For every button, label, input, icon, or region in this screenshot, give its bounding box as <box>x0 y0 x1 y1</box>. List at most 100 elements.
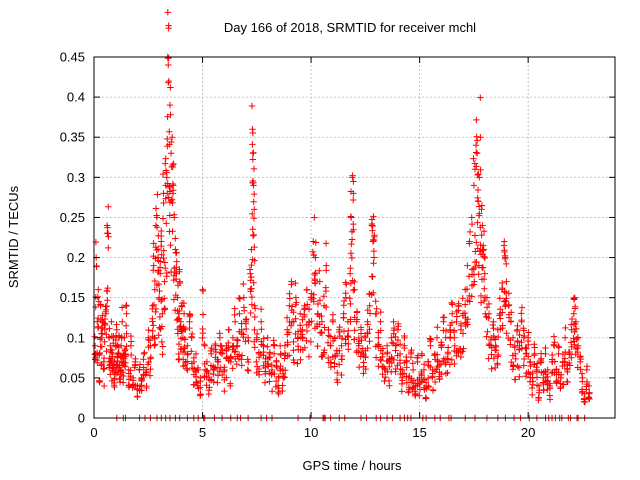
data-point <box>109 365 116 372</box>
data-point <box>388 339 396 346</box>
y-tick-label: 0.2 <box>67 250 85 265</box>
data-point <box>163 273 170 280</box>
data-point <box>471 166 479 173</box>
data-point <box>136 361 144 368</box>
data-point <box>101 321 109 329</box>
data-point <box>316 297 324 304</box>
data-point <box>520 362 527 369</box>
data-point <box>248 261 255 269</box>
data-point <box>231 305 238 312</box>
data-point <box>236 310 243 317</box>
data-point <box>338 335 346 342</box>
data-point <box>483 294 491 301</box>
data-point <box>518 339 525 346</box>
data-point <box>484 328 491 335</box>
data-point <box>385 377 393 385</box>
data-point <box>94 314 102 322</box>
data-point <box>528 384 536 392</box>
data-point <box>311 214 318 221</box>
data-point <box>351 327 358 334</box>
data-point <box>379 345 387 352</box>
data-point <box>377 357 385 364</box>
data-point <box>156 287 163 295</box>
data-point <box>151 342 158 349</box>
data-point <box>345 346 352 353</box>
data-point <box>122 359 129 367</box>
data-point <box>216 330 223 337</box>
data-point <box>571 303 579 310</box>
data-point <box>360 370 367 377</box>
data-point <box>409 366 417 374</box>
data-point <box>253 358 260 366</box>
data-point <box>155 280 163 288</box>
data-point <box>583 362 591 370</box>
data-point <box>247 309 254 317</box>
data-point <box>322 303 330 311</box>
data-point <box>497 306 504 313</box>
data-point <box>331 335 338 342</box>
data-point <box>510 362 517 369</box>
data-point <box>574 334 582 342</box>
data-point <box>422 379 430 386</box>
data-point <box>347 265 354 272</box>
data-point <box>514 337 521 345</box>
data-point <box>207 377 215 384</box>
data-point <box>286 290 293 297</box>
data-point <box>555 343 562 350</box>
data-point <box>489 321 497 329</box>
data-point <box>287 322 295 329</box>
data-point <box>105 233 112 240</box>
data-point <box>442 370 450 377</box>
data-point <box>390 318 397 325</box>
data-point <box>105 333 113 341</box>
data-point <box>490 325 497 332</box>
data-point <box>188 330 196 338</box>
data-point <box>418 352 426 359</box>
data-point <box>162 195 169 202</box>
data-point <box>383 342 391 349</box>
data-point <box>394 336 402 344</box>
data-point <box>379 371 386 378</box>
data-point <box>535 389 543 396</box>
data-point <box>527 362 534 370</box>
data-point <box>162 264 169 272</box>
data-point <box>174 294 181 301</box>
x-tick-label: 15 <box>412 425 426 440</box>
data-point <box>369 273 376 280</box>
data-point <box>470 155 477 162</box>
data-point <box>214 356 221 363</box>
data-point <box>231 348 238 356</box>
data-point <box>253 330 261 338</box>
data-point <box>227 353 235 360</box>
data-point <box>268 370 275 377</box>
data-point <box>466 228 474 236</box>
data-point <box>94 293 102 301</box>
data-point <box>223 374 230 381</box>
data-point <box>321 324 328 331</box>
data-point <box>572 318 580 325</box>
data-point <box>160 254 167 262</box>
axis-ticks: 0 5 10 15 20 0 0.05 0.1 0.15 0.2 0.25 0.3 0.35 0.4 0.4… <box>60 50 615 440</box>
data-point <box>249 129 257 137</box>
data-point <box>351 286 358 293</box>
data-point <box>371 233 378 241</box>
data-point <box>158 251 165 258</box>
data-point <box>121 334 128 341</box>
data-point <box>180 310 188 317</box>
data-point <box>322 267 330 274</box>
data-point <box>327 342 334 349</box>
data-point <box>480 275 488 283</box>
data-point <box>161 278 168 285</box>
data-point <box>165 61 172 69</box>
data-point <box>250 190 258 198</box>
data-point <box>525 353 532 360</box>
data-point <box>250 215 258 222</box>
data-point <box>401 344 408 352</box>
data-point <box>312 269 319 277</box>
data-point <box>490 318 497 325</box>
y-tick-label: 0.25 <box>60 210 85 225</box>
data-point <box>183 358 191 365</box>
data-point <box>353 316 361 323</box>
data-point <box>98 343 106 350</box>
data-point <box>309 248 317 255</box>
